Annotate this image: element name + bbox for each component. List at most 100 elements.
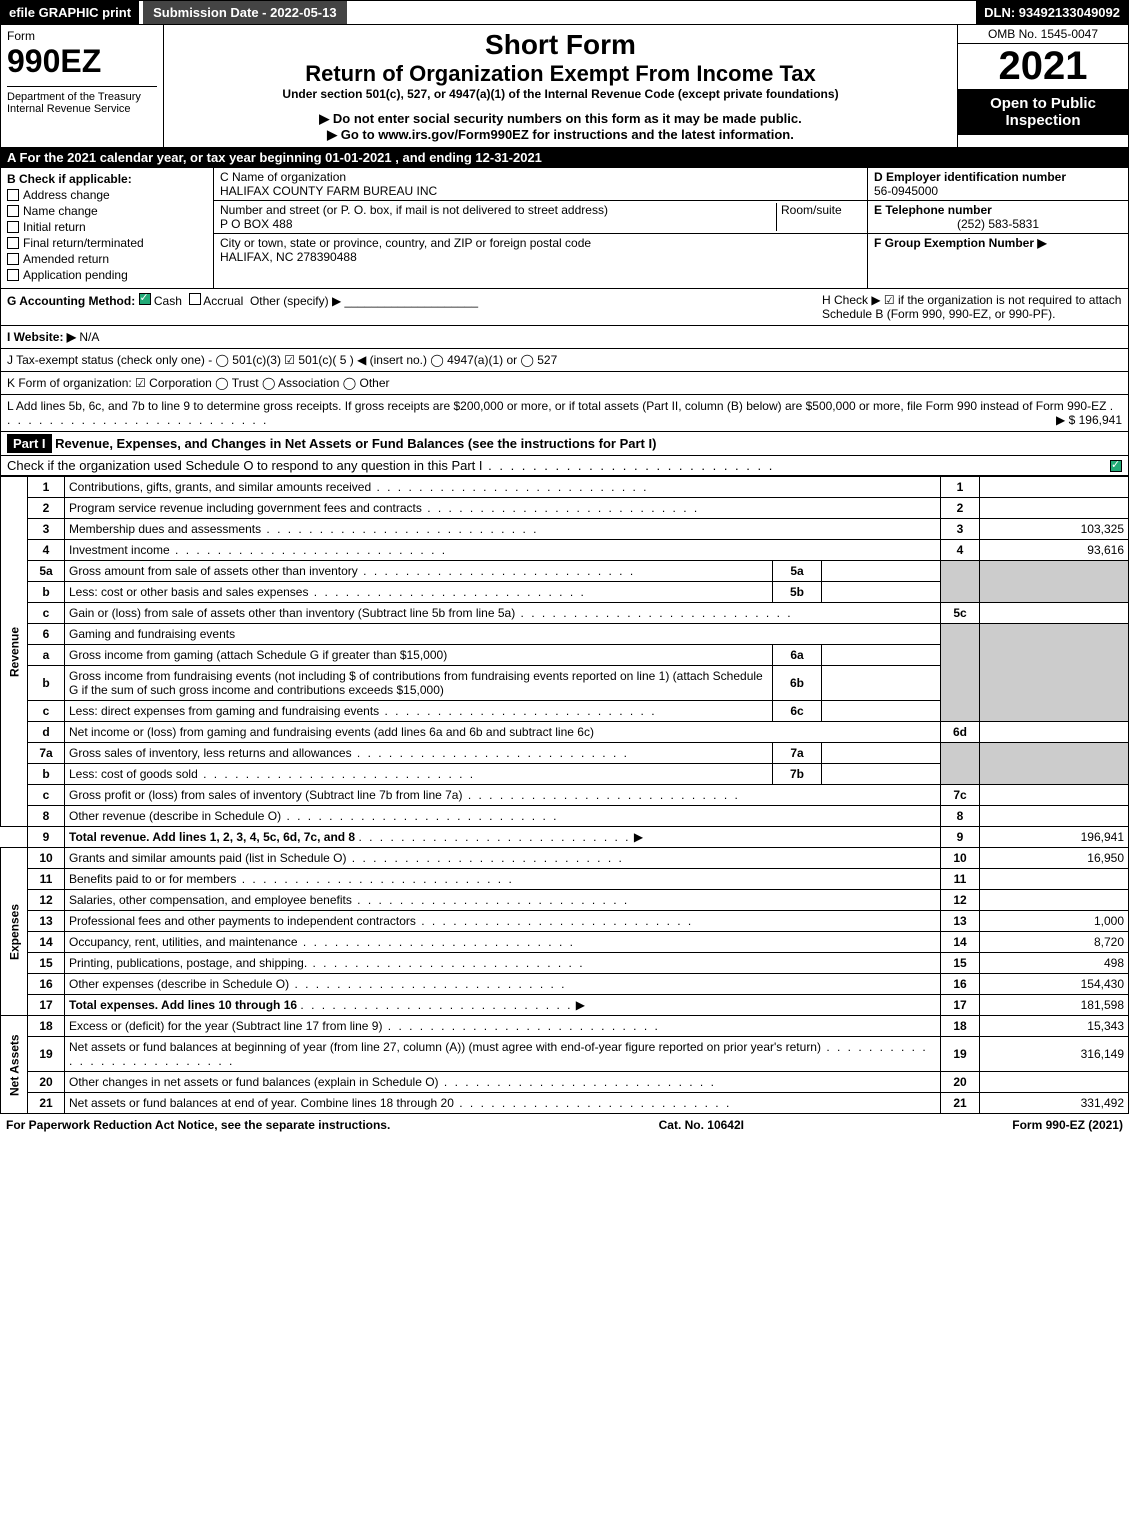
omb-number: OMB No. 1545-0047 — [958, 25, 1128, 44]
l12-desc: Salaries, other compensation, and employ… — [69, 893, 629, 907]
l6b-subval — [822, 666, 941, 701]
l21-num: 21 — [28, 1093, 65, 1114]
checkbox-schedule-o[interactable] — [1110, 460, 1122, 472]
l21-desc: Net assets or fund balances at end of ye… — [69, 1096, 731, 1110]
l13-ln: 13 — [941, 911, 980, 932]
l18-desc: Excess or (deficit) for the year (Subtra… — [69, 1019, 660, 1033]
cash-label: Cash — [154, 294, 182, 308]
l6c-sub: 6c — [773, 701, 822, 722]
part-i-title: Revenue, Expenses, and Changes in Net As… — [55, 436, 656, 451]
form-header-center: Short Form Return of Organization Exempt… — [164, 25, 957, 147]
l19-desc: Net assets or fund balances at beginning… — [69, 1040, 928, 1068]
tax-year: 2021 — [958, 44, 1128, 89]
l5a-subval — [822, 561, 941, 582]
return-title: Return of Organization Exempt From Incom… — [168, 61, 953, 87]
checkbox-cash[interactable] — [139, 293, 151, 305]
top-bar-left: efile GRAPHIC print Submission Date - 20… — [1, 1, 347, 24]
efile-label: efile GRAPHIC print — [1, 1, 139, 24]
checkbox-accrual[interactable] — [189, 293, 201, 305]
info-grid: B Check if applicable: Address change Na… — [0, 168, 1129, 289]
l15-num: 15 — [28, 953, 65, 974]
l10-ln: 10 — [941, 848, 980, 869]
l17-num: 17 — [28, 995, 65, 1016]
l5-shade — [941, 561, 980, 603]
l16-val: 154,430 — [980, 974, 1129, 995]
section-a-row: A For the 2021 calendar year, or tax yea… — [0, 148, 1129, 168]
chk-name: Name change — [23, 204, 98, 218]
website-label: I Website: ▶ — [7, 330, 76, 344]
l21-val: 331,492 — [980, 1093, 1129, 1114]
l9-desc: Total revenue. Add lines 1, 2, 3, 4, 5c,… — [69, 830, 355, 844]
chk-initial: Initial return — [23, 220, 86, 234]
lines-table: Revenue 1 Contributions, gifts, grants, … — [0, 476, 1129, 1114]
l7c-num: c — [28, 785, 65, 806]
checkbox-pending[interactable] — [7, 269, 19, 281]
l6b-sub: 6b — [773, 666, 822, 701]
checkbox-final[interactable] — [7, 237, 19, 249]
l6c-desc: Less: direct expenses from gaming and fu… — [69, 704, 657, 718]
l6-num: 6 — [28, 624, 65, 645]
l16-num: 16 — [28, 974, 65, 995]
l5c-ln: 5c — [941, 603, 980, 624]
l20-desc: Other changes in net assets or fund bala… — [69, 1075, 716, 1089]
l12-ln: 12 — [941, 890, 980, 911]
l7b-desc: Less: cost of goods sold — [69, 767, 475, 781]
l6-shade-val — [980, 624, 1129, 722]
right-column-def: D Employer identification number 56-0945… — [867, 168, 1128, 288]
checkbox-initial[interactable] — [7, 221, 19, 233]
page-footer: For Paperwork Reduction Act Notice, see … — [0, 1114, 1129, 1136]
l4-val: 93,616 — [980, 540, 1129, 561]
checkbox-amended[interactable] — [7, 253, 19, 265]
l9-num: 9 — [28, 827, 65, 848]
row-l: L Add lines 5b, 6c, and 7b to line 9 to … — [0, 395, 1129, 432]
l13-val: 1,000 — [980, 911, 1129, 932]
name-column-c: C Name of organization HALIFAX COUNTY FA… — [214, 168, 867, 288]
l15-ln: 15 — [941, 953, 980, 974]
l12-num: 12 — [28, 890, 65, 911]
l3-val: 103,325 — [980, 519, 1129, 540]
g-label: G Accounting Method: — [7, 294, 135, 308]
l11-desc: Benefits paid to or for members — [69, 872, 514, 886]
l6a-desc: Gross income from gaming (attach Schedul… — [69, 648, 447, 662]
chk-amended: Amended return — [23, 252, 109, 266]
form-header: Form 990EZ Department of the Treasury In… — [0, 25, 1129, 148]
l12-val — [980, 890, 1129, 911]
accounting-method: G Accounting Method: Cash Accrual Other … — [7, 293, 478, 321]
dln-label: DLN: 93492133049092 — [976, 1, 1128, 24]
goto-note: ▶ Go to www.irs.gov/Form990EZ for instru… — [168, 127, 953, 143]
l1-desc: Contributions, gifts, grants, and simila… — [69, 480, 649, 494]
l14-ln: 14 — [941, 932, 980, 953]
l7-shade — [941, 743, 980, 785]
l7a-num: 7a — [28, 743, 65, 764]
street-value: P O BOX 488 — [220, 217, 776, 231]
group-exemption-label: F Group Exemption Number ▶ — [874, 236, 1122, 250]
footer-right: Form 990-EZ (2021) — [1012, 1118, 1123, 1132]
side-expenses: Expenses — [1, 848, 28, 1016]
l7a-subval — [822, 743, 941, 764]
l14-val: 8,720 — [980, 932, 1129, 953]
part-i-badge: Part I — [7, 434, 52, 453]
l5b-num: b — [28, 582, 65, 603]
form-header-right: OMB No. 1545-0047 2021 Open to Public In… — [957, 25, 1128, 147]
l6d-ln: 6d — [941, 722, 980, 743]
l5b-desc: Less: cost or other basis and sales expe… — [69, 585, 586, 599]
l7c-val — [980, 785, 1129, 806]
l8-ln: 8 — [941, 806, 980, 827]
l1-val — [980, 477, 1129, 498]
checkbox-address[interactable] — [7, 189, 19, 201]
part-i-check-row: Check if the organization used Schedule … — [0, 456, 1129, 476]
l5c-val — [980, 603, 1129, 624]
check-column-b: B Check if applicable: Address change Na… — [1, 168, 214, 288]
side-netassets: Net Assets — [1, 1016, 28, 1114]
row-g-h: G Accounting Method: Cash Accrual Other … — [0, 289, 1129, 326]
l5c-desc: Gain or (loss) from sale of assets other… — [69, 606, 793, 620]
l16-ln: 16 — [941, 974, 980, 995]
l6c-subval — [822, 701, 941, 722]
checkbox-name[interactable] — [7, 205, 19, 217]
l5a-sub: 5a — [773, 561, 822, 582]
row-j: J Tax-exempt status (check only one) - ◯… — [0, 349, 1129, 372]
l18-ln: 18 — [941, 1016, 980, 1037]
l2-val — [980, 498, 1129, 519]
dept-label: Department of the Treasury — [7, 91, 157, 103]
l6b-desc: Gross income from fundraising events (no… — [69, 669, 763, 697]
